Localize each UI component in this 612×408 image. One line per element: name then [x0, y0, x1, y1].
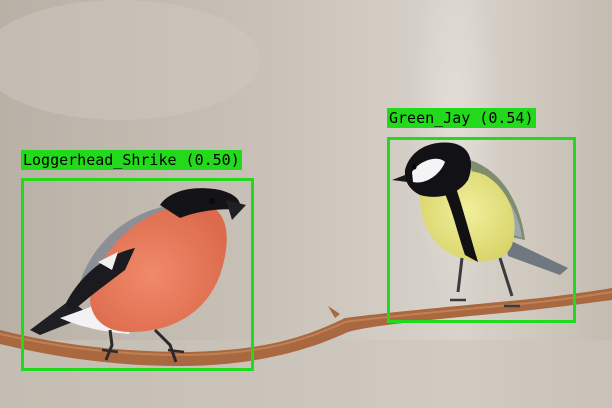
branch: [0, 288, 612, 366]
detection-label-green-jay: Green_Jay (0.54): [387, 108, 536, 128]
bullfinch-bird: [30, 188, 246, 363]
great-tit-bird: [392, 142, 568, 308]
detection-box-loggerhead-shrike: [21, 178, 254, 371]
detection-box-green-jay: [387, 137, 576, 323]
detection-label-loggerhead-shrike: Loggerhead_Shrike (0.50): [21, 150, 242, 170]
